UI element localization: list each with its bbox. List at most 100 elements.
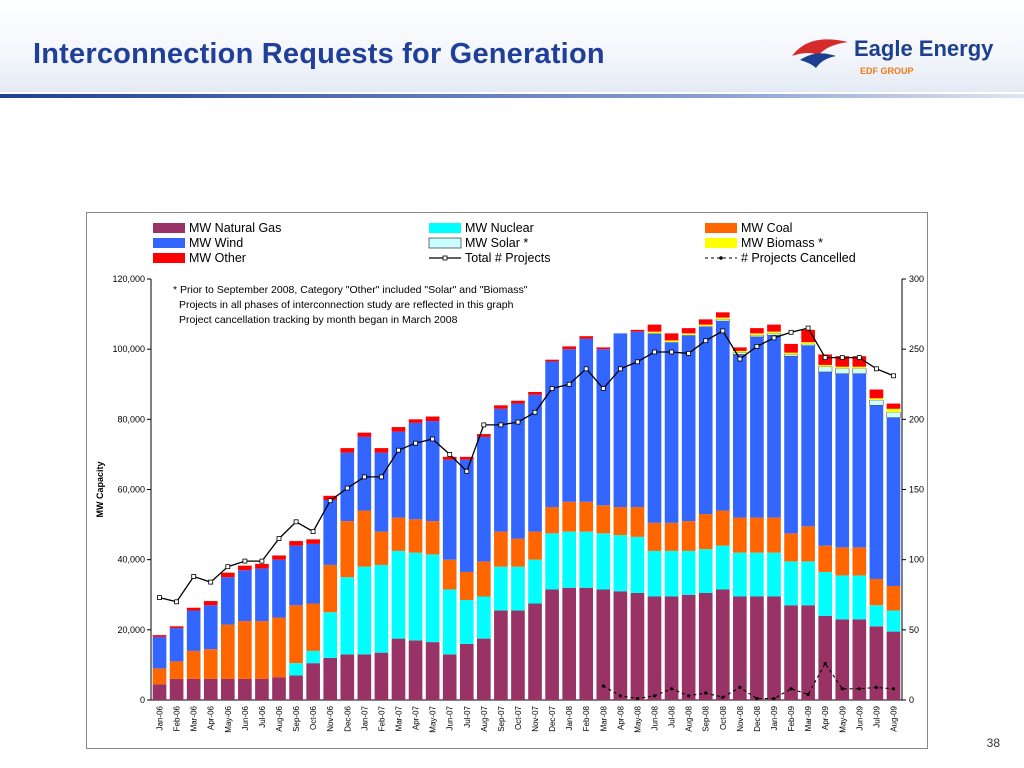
bar-natural_gas — [562, 587, 576, 700]
point-total-projects — [771, 335, 777, 341]
logo-name: Eagle Energy — [854, 36, 994, 61]
bar-natural_gas — [272, 677, 286, 700]
bar-wind — [220, 577, 235, 625]
logo-sub: EDF GROUP — [860, 66, 914, 76]
x-tick-label: Oct-08 — [719, 705, 728, 730]
bar-wind — [272, 559, 286, 618]
bar-other — [238, 565, 252, 571]
x-tick-label: Feb-07 — [377, 705, 386, 731]
bar-coal — [391, 517, 406, 551]
legend-label-biomass: MW Biomass * — [741, 236, 823, 250]
bar-coal — [528, 531, 542, 560]
page-number: 38 — [986, 736, 1000, 750]
y2-tick-label: 250 — [909, 344, 924, 354]
bar-natural_gas — [408, 640, 423, 700]
bar-natural_gas — [238, 678, 252, 700]
legend-marker-cancelled — [719, 256, 723, 260]
x-tick-label: Jun-09 — [855, 705, 864, 730]
bar-wind — [528, 394, 542, 532]
point-total-projects — [618, 366, 623, 372]
bar-coal — [511, 538, 525, 567]
legend-label-total_projects: Total # Projects — [465, 251, 550, 265]
point-total-projects — [566, 381, 572, 387]
bar-other — [596, 347, 611, 350]
bar-nuclear — [323, 612, 338, 658]
bar-wind — [562, 349, 576, 502]
bar-nuclear — [340, 577, 355, 655]
bar-wind — [408, 422, 423, 520]
x-tick-label: Jan-06 — [156, 705, 165, 730]
point-total-projects — [805, 325, 811, 331]
bar-biomass — [698, 324, 713, 327]
point-projects-cancelled — [806, 692, 810, 696]
x-tick-label: Apr-06 — [207, 705, 216, 730]
y-axis-title: MW Capacity — [95, 461, 105, 517]
bar-coal — [442, 559, 457, 590]
bar-coal — [186, 650, 201, 679]
bar-wind — [306, 543, 320, 604]
y-tick-label: 80,000 — [117, 414, 145, 424]
bar-biomass — [869, 398, 884, 401]
bar-other — [306, 539, 320, 544]
bar-other — [852, 356, 867, 367]
bar-solar — [715, 319, 730, 322]
bar-nuclear — [681, 550, 696, 595]
bar-other — [733, 347, 747, 351]
bar-coal — [852, 547, 867, 576]
bar-biomass — [715, 317, 730, 320]
bar-wind — [238, 570, 252, 622]
bar-wind — [767, 335, 781, 518]
point-projects-cancelled — [755, 697, 759, 701]
bar-natural_gas — [442, 654, 457, 700]
bar-biomass — [835, 366, 850, 369]
point-total-projects — [703, 338, 709, 344]
bar-nuclear — [630, 536, 645, 593]
bar-nuclear — [767, 552, 781, 597]
y2-tick-label: 150 — [909, 485, 924, 495]
bar-biomass — [733, 350, 747, 353]
bar-coal — [323, 564, 338, 613]
x-tick-label: Aug-06 — [275, 705, 284, 731]
bar-coal — [272, 617, 286, 678]
chart-note: Project cancellation tracking by month b… — [179, 314, 458, 326]
bar-natural_gas — [289, 675, 303, 700]
y2-tick-label: 50 — [909, 625, 919, 635]
point-projects-cancelled — [670, 687, 674, 691]
point-total-projects — [583, 366, 589, 372]
bar-wind — [835, 373, 850, 548]
point-total-projects — [464, 468, 470, 474]
bar-wind — [289, 545, 303, 606]
point-total-projects — [788, 329, 794, 335]
bar-other — [784, 343, 798, 353]
point-total-projects — [532, 409, 538, 415]
bar-solar — [766, 333, 782, 336]
point-total-projects — [481, 422, 487, 428]
bar-nuclear — [852, 575, 867, 620]
x-tick-label: Jan-07 — [360, 705, 369, 730]
bar-nuclear — [408, 552, 423, 641]
bar-coal — [306, 603, 320, 651]
point-total-projects — [174, 599, 179, 605]
bar-natural_gas — [647, 596, 662, 700]
bar-wind — [784, 356, 798, 534]
bar-nuclear — [459, 600, 474, 644]
bar-natural_gas — [391, 638, 406, 700]
bar-wind — [511, 403, 525, 539]
bar-biomass — [784, 352, 798, 355]
bar-natural_gas — [357, 654, 372, 700]
x-tick-label: Feb-09 — [787, 705, 796, 731]
line-total-projects — [159, 327, 894, 603]
legend-swatch-coal — [705, 223, 737, 233]
bar-coal — [340, 521, 355, 578]
point-total-projects — [293, 519, 299, 525]
y2-tick-label: 300 — [909, 274, 924, 284]
x-tick-label: Sep-07 — [497, 705, 506, 731]
bar-natural_gas — [852, 619, 867, 700]
point-total-projects — [413, 440, 419, 446]
bar-natural_gas — [579, 587, 594, 700]
point-projects-cancelled — [789, 687, 793, 691]
bar-natural_gas — [835, 619, 850, 700]
bar-natural_gas — [203, 678, 218, 700]
bar-other — [835, 356, 850, 367]
bar-natural_gas — [306, 663, 320, 700]
